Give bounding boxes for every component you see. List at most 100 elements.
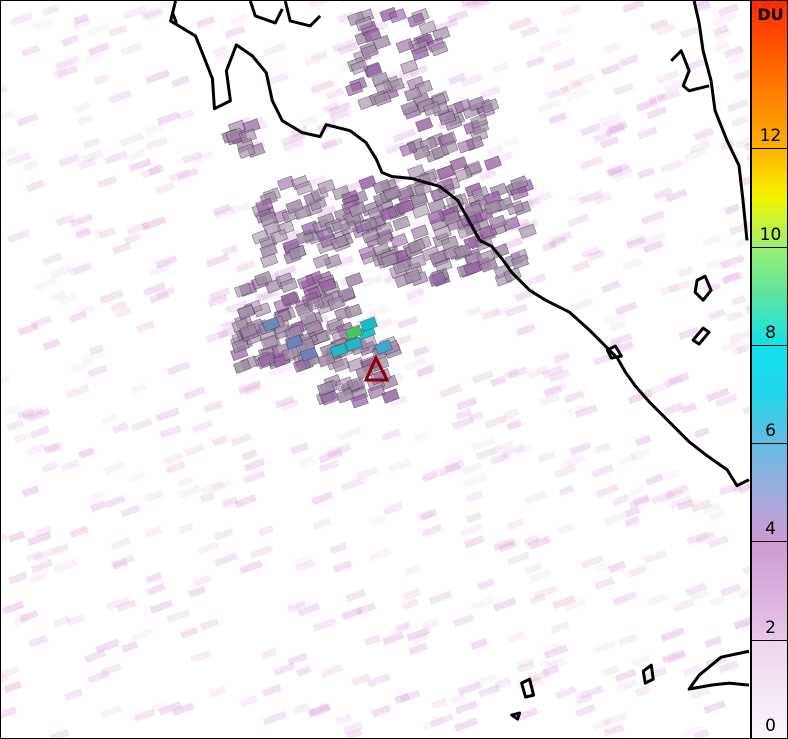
background-pixel bbox=[484, 415, 508, 429]
background-pixel bbox=[593, 192, 613, 206]
background-pixel bbox=[21, 406, 45, 421]
background-pixel bbox=[195, 15, 216, 29]
background-pixel bbox=[666, 651, 686, 664]
background-pixel bbox=[133, 708, 156, 723]
background-pixel bbox=[193, 574, 212, 587]
background-pixel bbox=[546, 657, 567, 671]
background-pixel bbox=[131, 382, 148, 394]
background-pixel bbox=[75, 227, 92, 240]
background-pixel bbox=[235, 259, 256, 273]
background-pixel bbox=[742, 405, 750, 416]
background-pixel bbox=[325, 87, 345, 100]
plume-pixel bbox=[412, 145, 431, 161]
background-pixel bbox=[396, 333, 413, 345]
background-pixel bbox=[453, 717, 479, 732]
background-pixel bbox=[355, 602, 377, 616]
background-pixel bbox=[312, 517, 332, 530]
plume-pixel bbox=[347, 376, 366, 392]
background-pixel bbox=[6, 151, 32, 167]
plume-pixel bbox=[518, 223, 537, 239]
background-pixel bbox=[567, 403, 588, 417]
background-pixel bbox=[225, 299, 249, 314]
plume-pixel bbox=[304, 319, 323, 335]
background-pixel bbox=[438, 462, 462, 477]
background-pixel bbox=[1, 533, 9, 543]
background-pixel bbox=[543, 644, 569, 660]
background-pixel bbox=[162, 451, 184, 466]
background-pixel bbox=[214, 49, 237, 63]
background-pixel bbox=[547, 112, 568, 125]
background-pixel bbox=[83, 137, 101, 150]
background-pixel bbox=[705, 256, 726, 270]
background-pixel bbox=[521, 273, 547, 288]
background-pixel bbox=[661, 649, 686, 664]
background-pixel bbox=[81, 149, 104, 164]
background-pixel bbox=[527, 535, 551, 550]
background-pixel bbox=[496, 151, 513, 164]
background-pixel bbox=[146, 583, 166, 596]
background-pixel bbox=[726, 98, 749, 113]
plume-pixel bbox=[442, 210, 461, 226]
background-pixel bbox=[64, 688, 84, 701]
background-pixel bbox=[33, 277, 58, 292]
plume-pixel bbox=[440, 235, 459, 251]
background-pixel bbox=[507, 630, 526, 643]
background-pixel bbox=[27, 531, 52, 547]
colorbar-tick-label: 10 bbox=[759, 224, 782, 245]
background-pixel bbox=[659, 282, 680, 296]
background-pixel bbox=[41, 461, 59, 473]
background-pixel bbox=[1, 110, 15, 122]
background-pixel bbox=[155, 407, 180, 422]
plume-pixel bbox=[463, 260, 482, 276]
background-pixel bbox=[463, 473, 488, 488]
colorbar-tick bbox=[752, 344, 787, 346]
background-pixel bbox=[465, 511, 482, 524]
background-pixel bbox=[471, 370, 494, 384]
background-pixel bbox=[543, 641, 562, 655]
background-pixel bbox=[695, 530, 717, 545]
background-pixel bbox=[199, 617, 220, 631]
background-pixel bbox=[490, 452, 510, 466]
background-pixel bbox=[181, 150, 203, 165]
background-pixel bbox=[470, 637, 488, 650]
plume-pixel bbox=[294, 180, 314, 196]
background-pixel bbox=[650, 18, 669, 31]
background-pixel bbox=[560, 3, 581, 18]
background-pixel bbox=[16, 112, 39, 127]
background-pixel bbox=[574, 403, 599, 419]
colorbar-tick bbox=[752, 639, 787, 641]
background-pixel bbox=[628, 485, 645, 497]
coastline-northeast bbox=[692, 1, 749, 241]
island-6 bbox=[510, 711, 522, 721]
background-pixel bbox=[563, 390, 585, 404]
background-pixel bbox=[604, 512, 627, 526]
plume-pixel bbox=[407, 12, 426, 28]
background-pixel bbox=[147, 262, 172, 277]
background-pixel bbox=[280, 398, 300, 411]
background-pixel bbox=[192, 150, 214, 165]
background-pixel bbox=[580, 554, 604, 569]
background-pixel bbox=[237, 379, 262, 395]
background-pixel bbox=[292, 702, 310, 715]
background-pixel bbox=[100, 662, 122, 677]
background-pixel bbox=[69, 213, 94, 228]
plume-pixel bbox=[358, 175, 377, 191]
background-pixel bbox=[708, 595, 726, 608]
background-pixel bbox=[230, 433, 253, 447]
background-pixel bbox=[26, 407, 51, 423]
background-pixel bbox=[465, 1, 488, 10]
background-pixel bbox=[693, 426, 710, 439]
plume-pixel bbox=[285, 198, 304, 215]
background-pixel bbox=[86, 22, 110, 37]
background-pixel bbox=[404, 357, 426, 371]
plume-pixel bbox=[464, 202, 483, 218]
background-pixel bbox=[494, 440, 514, 454]
background-pixel bbox=[342, 721, 364, 735]
background-pixel bbox=[394, 621, 411, 634]
background-pixel bbox=[179, 626, 199, 640]
background-pixel bbox=[312, 617, 337, 632]
plume-pixel bbox=[502, 215, 521, 232]
background-pixel bbox=[159, 424, 182, 439]
background-pixel bbox=[460, 73, 484, 88]
background-pixel bbox=[523, 534, 540, 547]
